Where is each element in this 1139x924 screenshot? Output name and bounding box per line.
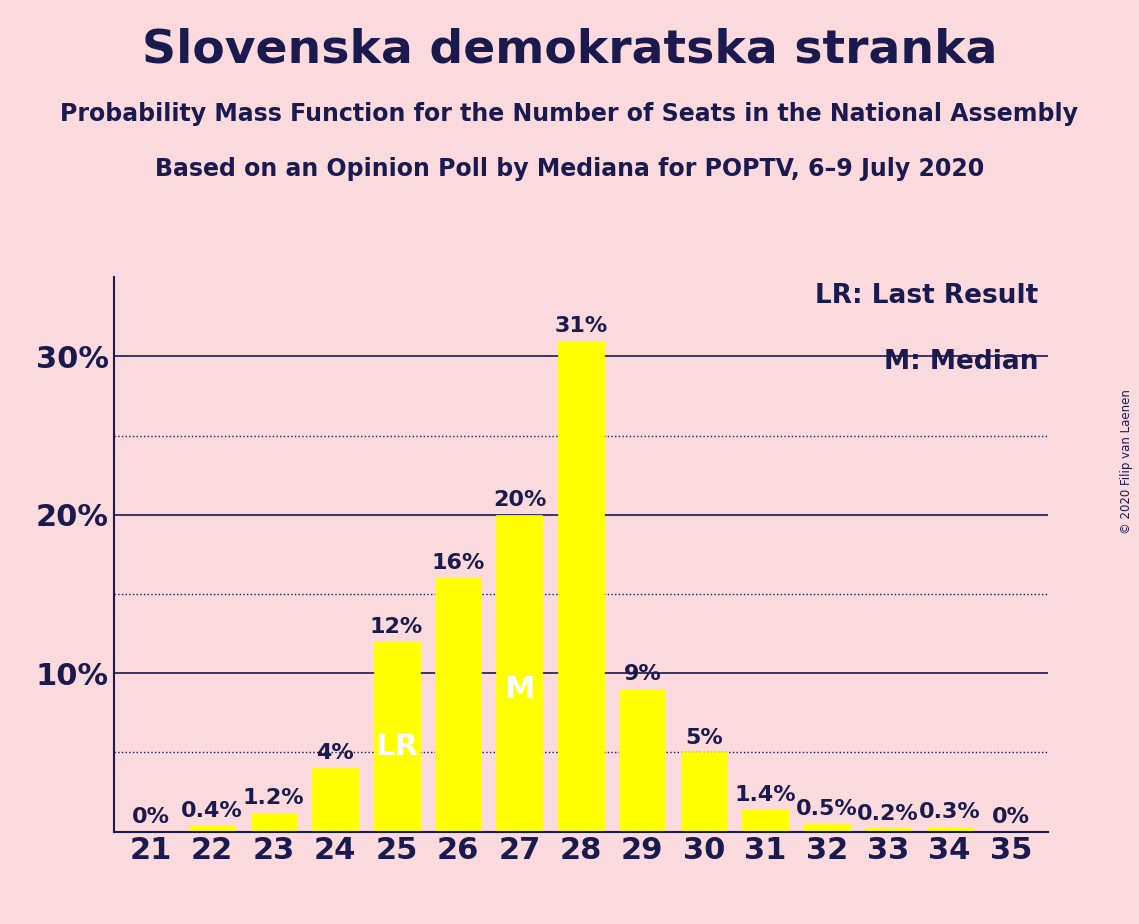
Text: 16%: 16%	[432, 553, 485, 574]
Text: LR: LR	[375, 732, 418, 760]
Text: 4%: 4%	[317, 744, 354, 763]
Text: LR: Last Result: LR: Last Result	[816, 283, 1039, 309]
Text: 5%: 5%	[685, 727, 722, 748]
Bar	[620, 689, 665, 832]
Text: 9%: 9%	[623, 664, 662, 685]
Text: 31%: 31%	[555, 316, 607, 335]
Text: © 2020 Filip van Laenen: © 2020 Filip van Laenen	[1121, 390, 1133, 534]
Text: Based on an Opinion Poll by Mediana for POPTV, 6–9 July 2020: Based on an Opinion Poll by Mediana for …	[155, 157, 984, 181]
Bar	[681, 752, 727, 832]
Text: 1.2%: 1.2%	[243, 788, 304, 808]
Text: 0.3%: 0.3%	[919, 802, 981, 822]
Bar	[312, 768, 358, 832]
Bar	[866, 829, 911, 832]
Bar	[374, 641, 419, 832]
Text: 1.4%: 1.4%	[735, 784, 796, 805]
Text: 0.2%: 0.2%	[858, 804, 919, 823]
Text: 0%: 0%	[992, 807, 1030, 827]
Bar	[435, 578, 481, 832]
Text: M: Median: M: Median	[884, 349, 1039, 375]
Text: Probability Mass Function for the Number of Seats in the National Assembly: Probability Mass Function for the Number…	[60, 102, 1079, 126]
Text: Slovenska demokratska stranka: Slovenska demokratska stranka	[141, 28, 998, 73]
Bar	[497, 515, 542, 832]
Bar	[558, 341, 604, 832]
Bar	[743, 809, 788, 832]
Text: 0.4%: 0.4%	[181, 800, 243, 821]
Bar	[189, 825, 236, 832]
Text: 12%: 12%	[370, 616, 424, 637]
Text: M: M	[505, 675, 534, 703]
Text: 0.5%: 0.5%	[796, 799, 858, 819]
Bar	[251, 812, 296, 832]
Bar	[804, 823, 850, 832]
Text: 20%: 20%	[493, 490, 546, 510]
Bar	[926, 827, 973, 832]
Text: 0%: 0%	[132, 807, 170, 827]
